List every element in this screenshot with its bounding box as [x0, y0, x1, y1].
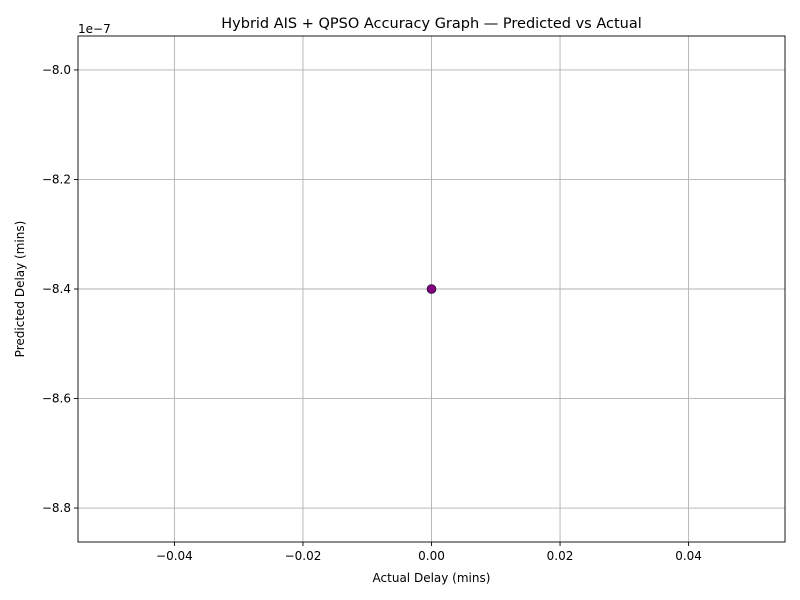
x-tick-label: −0.04 — [156, 549, 193, 563]
data-point — [426, 284, 437, 294]
chart-title: Hybrid AIS + QPSO Accuracy Graph — Predi… — [221, 16, 642, 32]
x-tick-label: 0.04 — [675, 549, 702, 563]
y-tick-label: −8.4 — [42, 282, 71, 296]
x-tick-label: 0.00 — [418, 549, 445, 563]
y-tick-label: −8.0 — [42, 63, 71, 77]
y-axis-offset-text: 1e−7 — [78, 22, 111, 36]
grid-layer — [78, 36, 785, 542]
x-axis-label: Actual Delay (mins) — [373, 571, 491, 585]
ticks-layer: −0.04 −0.02 0.00 0.02 0.04 −8.8 −8.6 −8.4 −8.2 −8… — [42, 63, 702, 563]
points-layer — [426, 284, 437, 294]
y-axis-label: Predicted Delay (mins) — [13, 221, 27, 358]
x-tick-label: −0.02 — [285, 549, 322, 563]
x-tick-label: 0.02 — [547, 549, 574, 563]
y-tick-label: −8.8 — [42, 501, 71, 515]
y-tick-label: −8.2 — [42, 172, 71, 186]
y-tick-label: −8.6 — [42, 392, 71, 406]
